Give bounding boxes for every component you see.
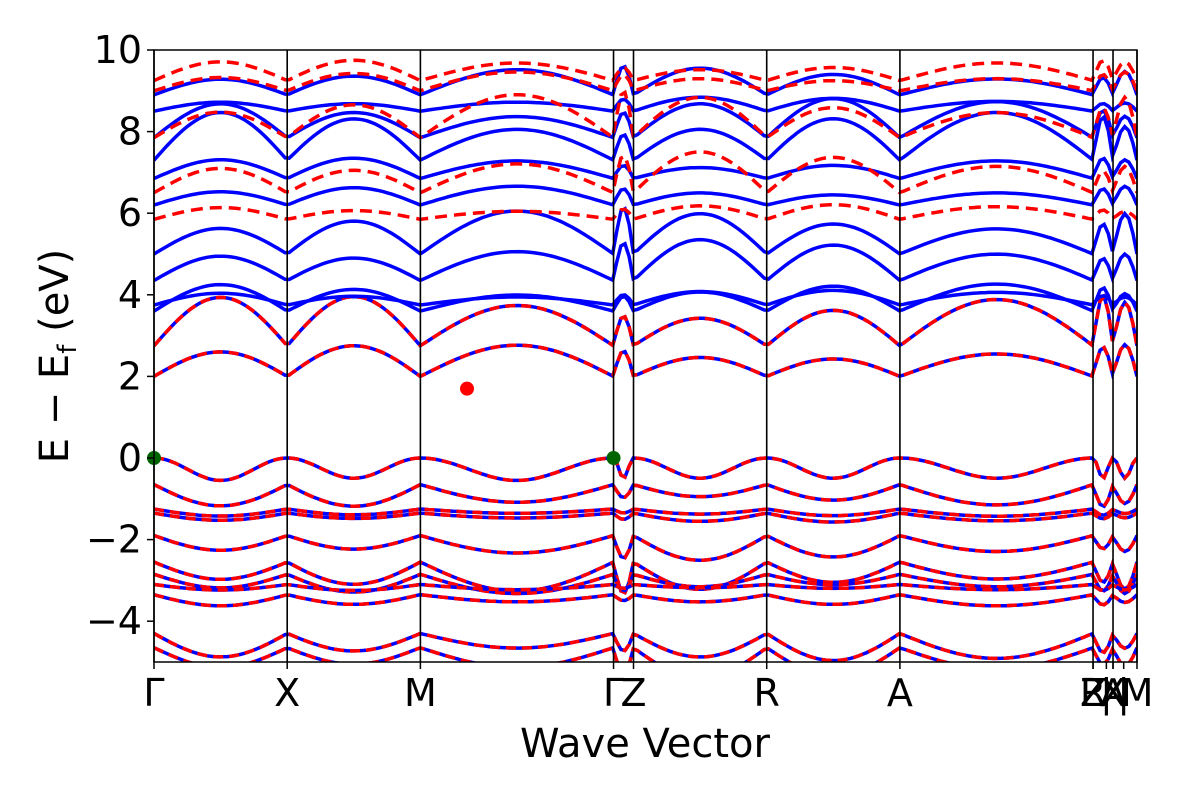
x-tick-label: X <box>1100 671 1126 715</box>
y-tick-label: 10 <box>94 28 142 72</box>
x-tick-label: R <box>754 671 780 715</box>
conduction-band-spin-up <box>154 110 1137 163</box>
x-tick-label: Z <box>620 671 646 715</box>
upper-band-spin-down <box>154 58 1137 83</box>
y-axis-ticks: −4 −2 0 2 4 6 8 10 <box>86 28 154 643</box>
valence-band-spin-down <box>154 592 1137 608</box>
valence-band-spin-down <box>154 511 1137 524</box>
x-tick-label: R <box>1080 671 1106 715</box>
valence-band-spin-down <box>154 455 1137 483</box>
x-tick-label: X <box>274 671 300 715</box>
y-tick-label: 4 <box>118 273 142 317</box>
x-tick-label: | <box>1117 671 1130 716</box>
y-tick-label: −4 <box>86 599 142 643</box>
y-axis-label-unit: (eV) <box>32 249 78 345</box>
x-tick-label: A <box>1100 671 1126 715</box>
y-tick-label: 8 <box>118 110 142 154</box>
valence-band-spin-down <box>154 533 1137 562</box>
x-tick-label: Γ <box>603 671 624 715</box>
upper-band-spin-down <box>154 89 1137 141</box>
valence-band-spin-down <box>154 582 1137 593</box>
conduction-band-spin-up <box>154 156 1137 181</box>
y-tick-label: 0 <box>118 436 142 480</box>
valence-band-spin-down <box>154 507 1137 518</box>
conduction-band-spin-up <box>154 288 1137 307</box>
upper-band-spin-down <box>154 150 1137 196</box>
x-axis-ticks: Γ X M ΓZ R A ZR|X|AM <box>143 662 1153 716</box>
conduction-band-spin-up <box>154 206 1137 257</box>
y-axis-label-main: E − E <box>32 354 78 464</box>
y-tick-label: −2 <box>86 518 142 562</box>
conduction-band-spin-up <box>154 237 1137 284</box>
y-tick-label: 2 <box>118 354 142 398</box>
conduction-band-spin-up <box>154 95 1137 113</box>
conduction-band-spin-up <box>154 282 1137 313</box>
valence-band-spin-down <box>154 572 1137 596</box>
x-tick-label: Γ <box>143 671 164 715</box>
y-axis-label: E − Ef (eV) <box>32 249 83 464</box>
plot-frame <box>153 49 1138 663</box>
upper-band-spin-down <box>154 202 1137 222</box>
y-tick-label: 6 <box>118 191 142 235</box>
conduction-band-spin-down <box>154 342 1137 380</box>
x-tick-label: M <box>404 671 437 715</box>
valence-band-spin-up <box>154 482 1137 509</box>
x-tick-label: | <box>1100 671 1113 716</box>
x-tick-label: M <box>1121 671 1154 715</box>
x-tick-label: A <box>887 671 913 715</box>
valence-band-spin-down <box>154 631 1137 662</box>
conduction-band-spin-up <box>154 184 1137 208</box>
cbm-marker <box>460 381 475 396</box>
y-axis-label-sub: f <box>53 344 83 354</box>
valence-band-spin-down <box>154 645 1137 662</box>
vbm-2-marker <box>606 451 621 465</box>
band-lines <box>154 58 1137 662</box>
x-axis-label: Wave Vector <box>520 721 771 767</box>
x-tick-label: Z <box>1080 671 1106 715</box>
valence-band-spin-down <box>154 559 1137 595</box>
upper-band-spin-down <box>154 69 1137 94</box>
conduction-band-spin-down <box>154 293 1137 349</box>
